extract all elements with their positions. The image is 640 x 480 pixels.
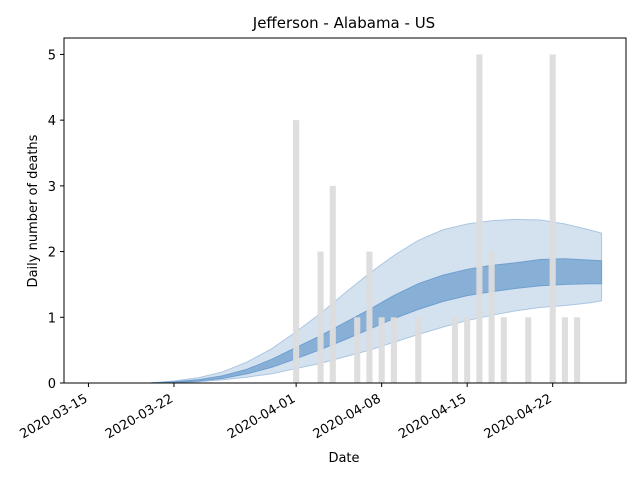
- plot-frame: [63, 37, 627, 384]
- x-axis-ticks: 2020-03-15 2020-03-22 2020-04-01 2020-04-08…: [17, 383, 555, 442]
- bar-deaths: [500, 317, 507, 383]
- bar-deaths: [476, 54, 483, 384]
- bar-deaths: [561, 317, 568, 383]
- bar-deaths: [317, 251, 324, 383]
- bar-deaths: [366, 251, 373, 383]
- x-axis-label: Date: [328, 451, 359, 466]
- prediction-bands: [149, 218, 603, 384]
- x-tick-label: 2020-03-22: [103, 391, 176, 442]
- y-tick-label: 3: [48, 180, 56, 195]
- x-tick-label: 2020-04-22: [482, 391, 555, 442]
- bar-deaths: [464, 317, 471, 383]
- bar-deaths: [293, 120, 300, 383]
- y-tick-label: 0: [48, 377, 56, 392]
- bar-deaths: [329, 185, 336, 383]
- observed-bars: [293, 54, 581, 384]
- y-tick-label: 4: [48, 114, 56, 129]
- outer-prediction-band: [149, 218, 603, 384]
- bar-deaths: [574, 317, 581, 383]
- x-tick-label: 2020-04-15: [396, 391, 469, 442]
- bar-deaths: [390, 317, 397, 383]
- bar-deaths: [354, 317, 361, 383]
- bar-deaths: [488, 251, 495, 383]
- bar-deaths: [451, 317, 459, 383]
- chart-title: Jefferson - Alabama - US: [252, 14, 435, 32]
- y-tick-label: 5: [48, 48, 56, 63]
- x-tick-label: 2020-04-01: [225, 391, 298, 442]
- x-tick-label: 2020-04-08: [311, 391, 384, 442]
- bar-deaths: [549, 54, 556, 384]
- bar-deaths: [415, 317, 422, 383]
- y-axis-label: Daily number of deaths: [26, 134, 41, 287]
- bar-deaths: [525, 317, 532, 383]
- y-tick-label: 2: [48, 246, 56, 261]
- x-tick-label: 2020-03-15: [17, 391, 90, 442]
- bar-deaths: [378, 317, 385, 383]
- y-tick-label: 1: [48, 311, 56, 326]
- y-axis-ticks: 0 1 2 3 4 5: [48, 48, 64, 392]
